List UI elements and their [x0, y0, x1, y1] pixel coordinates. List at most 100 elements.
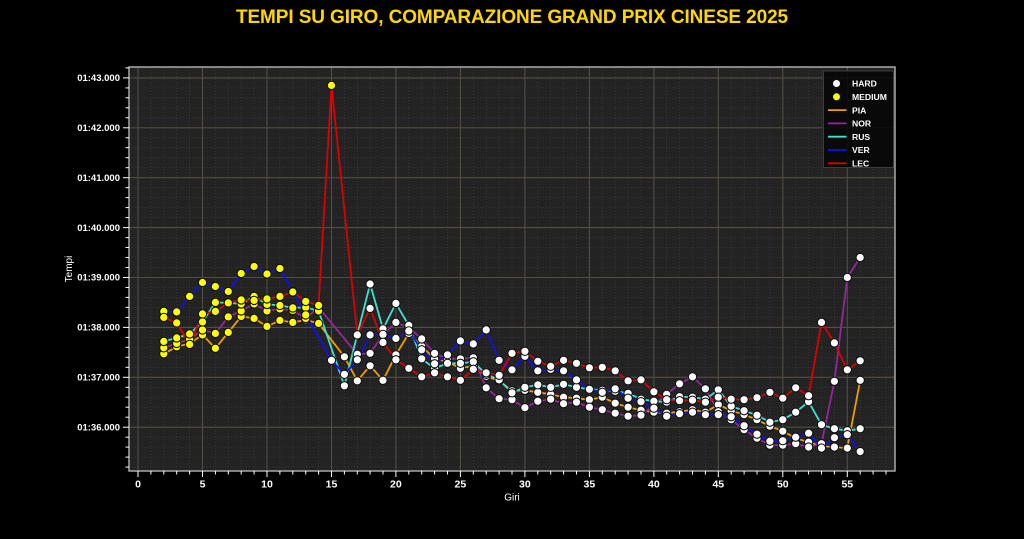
lap-point-LEC-31 [533, 356, 543, 366]
lap-point-VER-4 [184, 291, 195, 302]
lap-point-VER-3 [172, 307, 182, 317]
lap-point-LEC-9 [249, 295, 259, 306]
lap-point-NOR-35 [584, 402, 595, 412]
lap-point-RUS-12 [288, 303, 298, 313]
lap-point-VER-53 [816, 443, 827, 453]
lap-point-VER-47 [739, 421, 749, 431]
y-axis-label: Tempi [64, 256, 75, 283]
axis-tick-labels: 0 5 10 15 20 25 30 35 40 45 50 55 01:36.000 01:37.000… [77, 73, 853, 490]
lap-point-LEC-5 [197, 309, 208, 319]
x-tick-label-10: 10 [261, 479, 273, 491]
lap-point-NOR-32 [545, 394, 556, 404]
lap-point-LEC-54 [829, 338, 840, 348]
lap-point-RUS-48 [752, 410, 762, 420]
lap-point-VER-17 [352, 355, 362, 365]
lap-point-VER-50 [778, 436, 788, 446]
lap-point-NOR-33 [558, 399, 569, 409]
lap-point-VER-41 [661, 411, 672, 421]
lap-point-VER-51 [790, 432, 801, 442]
lap-point-LEC-41 [661, 395, 672, 405]
lap-point-LEC-10 [262, 294, 272, 304]
lap-point-VER-46 [726, 412, 736, 422]
lap-point-LEC-18 [365, 303, 375, 314]
lap-point-RUS-11 [275, 300, 285, 311]
lap-point-RUS-49 [765, 417, 775, 427]
lap-point-PIA-50 [778, 426, 788, 436]
lap-point-VER-13 [301, 310, 311, 320]
lap-point-LEC-28 [494, 370, 504, 380]
x-tick-label-50: 50 [777, 479, 789, 491]
legend-label-HARD: HARD [852, 79, 877, 89]
lap-point-NOR-39 [636, 410, 646, 420]
lap-point-LEC-19 [378, 337, 388, 348]
lap-point-LEC-22 [417, 372, 427, 382]
lap-point-RUS-2 [159, 336, 169, 347]
lap-point-LEC-6 [210, 306, 221, 317]
lap-point-LEC-51 [790, 383, 801, 393]
lap-point-LEC-3 [172, 318, 182, 328]
lap-point-VER-29 [507, 365, 517, 375]
x-tick-label-0: 0 [135, 479, 141, 491]
lap-point-RUS-18 [365, 279, 375, 289]
lap-point-LEC-45 [713, 392, 723, 402]
y-tick-label-96: 01:36.000 [77, 422, 120, 433]
lap-point-VER-24 [442, 350, 453, 360]
lap-point-VER-23 [429, 359, 440, 369]
lap-point-LEC-2 [159, 312, 169, 323]
lap-point-LEC-30 [520, 346, 530, 356]
lap-point-VER-10 [262, 269, 272, 279]
lap-point-LEC-21 [404, 363, 414, 373]
lap-point-VER-49 [765, 436, 775, 446]
lap-point-LEC-42 [674, 396, 685, 406]
lap-point-LEC-37 [610, 366, 620, 376]
lap-point-LEC-55 [842, 365, 852, 375]
lap-point-NOR-28 [494, 394, 504, 404]
y-tick-label-98: 01:38.000 [77, 323, 120, 334]
legend: HARD MEDIUM PIA NOR RUS VER LEC [823, 70, 894, 169]
series-markers [159, 80, 865, 457]
lap-point-VER-40 [649, 403, 659, 413]
lap-point-RUS-54 [829, 424, 840, 434]
lap-point-PIA-56 [855, 375, 865, 385]
lap-point-RUS-22 [417, 354, 427, 364]
lap-point-NOR-34 [571, 397, 582, 407]
lap-point-VER-35 [584, 384, 595, 394]
lap-point-LEC-33 [558, 355, 569, 365]
y-tick-label-101: 01:41.000 [77, 173, 120, 184]
lap-point-PIA-10 [262, 321, 272, 332]
lap-point-LEC-20 [391, 355, 401, 365]
lap-point-VER-39 [636, 397, 646, 407]
x-tick-label-35: 35 [584, 479, 596, 491]
lap-point-LEC-38 [623, 376, 633, 386]
lap-point-VER-33 [558, 366, 569, 376]
lap-point-RUS-33 [558, 379, 569, 389]
lap-point-VER-25 [455, 336, 466, 346]
lap-point-LEC-40 [649, 387, 659, 397]
lap-point-RUS-47 [739, 406, 749, 416]
lap-point-VER-19 [378, 329, 388, 340]
lap-point-VER-5 [197, 277, 208, 288]
lap-point-NOR-7 [223, 312, 234, 322]
lap-point-RUS-53 [816, 420, 827, 430]
lap-point-LEC-43 [687, 395, 698, 405]
lap-point-LEC-13 [301, 296, 311, 307]
lap-point-LEC-35 [584, 363, 595, 373]
lap-point-VER-55 [842, 430, 852, 440]
legend-label-RUS: RUS [852, 132, 870, 142]
lap-point-LEC-52 [803, 391, 814, 401]
lap-point-RUS-20 [391, 298, 401, 309]
lap-point-LEC-24 [442, 372, 453, 382]
lap-point-RUS-4 [184, 329, 195, 339]
lap-point-NOR-27 [481, 383, 491, 393]
x-tick-label-45: 45 [712, 479, 724, 491]
lap-point-LEC-48 [752, 393, 762, 403]
lap-point-NOR-56 [855, 252, 865, 263]
y-tick-label-103: 01:43.000 [77, 73, 120, 84]
lap-point-NOR-18 [365, 348, 375, 358]
lap-point-VER-42 [674, 409, 685, 419]
y-tick-label-97: 01:37.000 [77, 373, 120, 384]
x-tick-label-15: 15 [326, 479, 338, 491]
legend-marker-MEDIUM [832, 92, 841, 102]
lap-point-PIA-14 [313, 318, 324, 329]
